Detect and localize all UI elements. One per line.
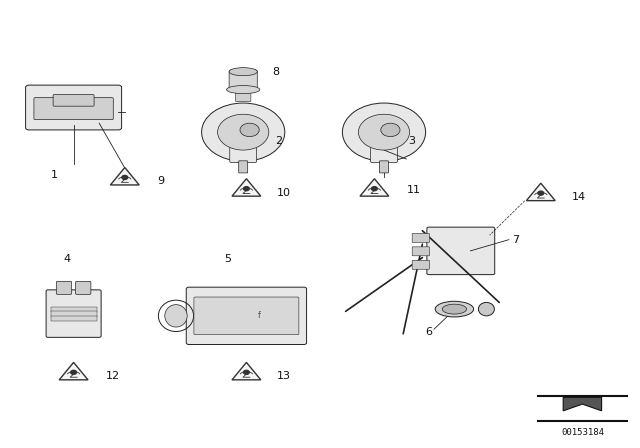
FancyBboxPatch shape bbox=[412, 233, 429, 242]
Polygon shape bbox=[526, 183, 555, 201]
FancyBboxPatch shape bbox=[380, 161, 388, 173]
FancyBboxPatch shape bbox=[76, 281, 91, 294]
Polygon shape bbox=[232, 179, 261, 196]
Text: 5: 5 bbox=[224, 254, 230, 264]
Circle shape bbox=[218, 114, 269, 150]
FancyBboxPatch shape bbox=[26, 85, 122, 130]
Polygon shape bbox=[111, 168, 140, 185]
FancyBboxPatch shape bbox=[51, 311, 97, 317]
Text: 1: 1 bbox=[51, 170, 58, 180]
Circle shape bbox=[381, 123, 400, 137]
Text: 14: 14 bbox=[572, 192, 586, 202]
FancyBboxPatch shape bbox=[427, 227, 495, 275]
FancyBboxPatch shape bbox=[56, 281, 72, 294]
FancyBboxPatch shape bbox=[53, 95, 94, 106]
FancyBboxPatch shape bbox=[194, 297, 299, 335]
Text: 4: 4 bbox=[63, 254, 71, 264]
Text: 13: 13 bbox=[277, 371, 291, 381]
FancyBboxPatch shape bbox=[371, 142, 397, 163]
FancyBboxPatch shape bbox=[186, 287, 307, 345]
Circle shape bbox=[202, 103, 285, 161]
Ellipse shape bbox=[442, 304, 467, 314]
FancyBboxPatch shape bbox=[412, 260, 429, 269]
Polygon shape bbox=[232, 362, 261, 380]
Circle shape bbox=[71, 370, 77, 375]
FancyBboxPatch shape bbox=[34, 98, 113, 120]
Circle shape bbox=[240, 123, 259, 137]
Circle shape bbox=[243, 187, 250, 191]
FancyBboxPatch shape bbox=[51, 307, 97, 312]
Text: 00153184: 00153184 bbox=[561, 428, 604, 437]
Circle shape bbox=[122, 176, 128, 180]
Polygon shape bbox=[60, 362, 88, 380]
FancyBboxPatch shape bbox=[239, 161, 248, 173]
Text: 9: 9 bbox=[157, 177, 164, 186]
FancyBboxPatch shape bbox=[51, 316, 97, 321]
Circle shape bbox=[371, 187, 378, 191]
Text: 7: 7 bbox=[512, 235, 519, 245]
Polygon shape bbox=[360, 179, 388, 196]
FancyBboxPatch shape bbox=[46, 290, 101, 337]
Text: f: f bbox=[258, 311, 260, 320]
Text: 8: 8 bbox=[272, 67, 279, 77]
Circle shape bbox=[342, 103, 426, 161]
FancyBboxPatch shape bbox=[236, 86, 251, 102]
Circle shape bbox=[243, 370, 250, 375]
Ellipse shape bbox=[435, 302, 474, 317]
FancyBboxPatch shape bbox=[230, 142, 257, 163]
Text: 6: 6 bbox=[425, 327, 432, 336]
Ellipse shape bbox=[479, 302, 495, 316]
Circle shape bbox=[358, 114, 410, 150]
FancyBboxPatch shape bbox=[412, 247, 429, 256]
Text: 3: 3 bbox=[408, 136, 415, 146]
Circle shape bbox=[538, 191, 543, 195]
Ellipse shape bbox=[227, 86, 260, 94]
Text: 2: 2 bbox=[275, 136, 282, 146]
Ellipse shape bbox=[229, 68, 257, 76]
FancyBboxPatch shape bbox=[229, 70, 257, 91]
Text: 10: 10 bbox=[276, 188, 291, 198]
Polygon shape bbox=[563, 397, 602, 411]
Text: 12: 12 bbox=[106, 371, 120, 381]
Text: 11: 11 bbox=[406, 185, 420, 195]
Ellipse shape bbox=[165, 305, 188, 327]
